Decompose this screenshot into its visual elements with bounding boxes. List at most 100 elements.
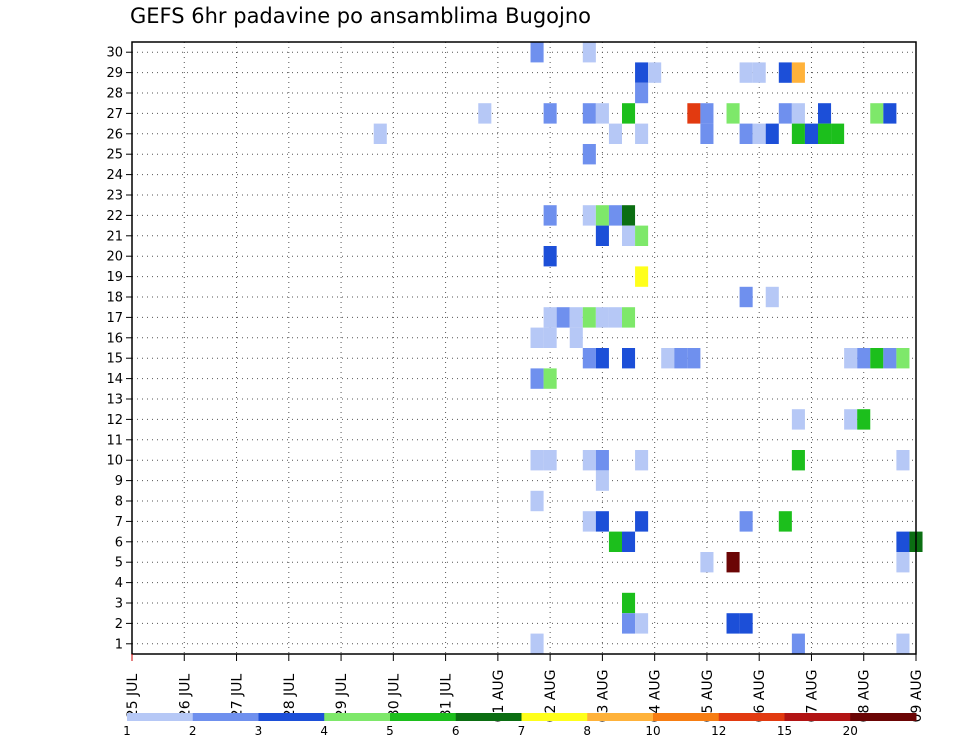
heatmap-cell	[569, 307, 583, 328]
heatmap-cell	[543, 450, 557, 471]
heatmap-cell	[543, 246, 557, 267]
heatmap-cells	[373, 42, 923, 654]
heatmap-cell	[595, 205, 609, 226]
heatmap-cell	[791, 450, 805, 471]
x-tick-label: 26 JUL	[177, 674, 193, 719]
heatmap-cell	[778, 62, 792, 83]
heatmap-cell	[896, 552, 910, 573]
y-tick-label: 13	[106, 393, 123, 408]
heatmap-cell	[896, 450, 910, 471]
x-tick-label: 03 AUG	[595, 670, 611, 723]
y-tick-label: 29	[106, 66, 123, 81]
heatmap-cell	[595, 307, 609, 328]
heatmap-cell	[687, 103, 701, 124]
y-tick-label: 25	[106, 148, 123, 163]
heatmap-cell	[635, 225, 649, 246]
heatmap-cell	[530, 450, 544, 471]
heatmap-cell	[791, 633, 805, 654]
colorbar-swatch	[521, 713, 588, 721]
x-tick-label: 02 AUG	[543, 670, 559, 723]
colorbar-swatch	[587, 713, 654, 721]
colorbar-swatch	[390, 713, 457, 721]
heatmap-cell	[883, 348, 897, 369]
y-tick-label: 9	[115, 474, 123, 489]
heatmap-cell	[582, 144, 596, 165]
heatmap-cell	[622, 307, 636, 328]
colorbar-swatch	[850, 713, 917, 721]
y-tick-label: 2	[115, 617, 123, 632]
heatmap-cell	[608, 531, 622, 552]
heatmap-cell	[778, 511, 792, 532]
heatmap-cell	[739, 286, 753, 308]
y-tick-label: 30	[106, 46, 123, 61]
heatmap-cell	[726, 103, 740, 124]
x-tick-label: 25 JUL	[125, 674, 141, 719]
heatmap-cell	[857, 348, 871, 369]
heatmap-cell	[752, 123, 766, 144]
y-tick-label: 3	[115, 597, 123, 612]
colorbar-tick-label: 10	[645, 724, 660, 738]
heatmap-cell	[791, 409, 805, 430]
heatmap-cell	[831, 123, 845, 144]
heatmap-cell	[608, 307, 622, 328]
x-axis: 25 JUL 26 JUL 27 JUL 28 JUL 29 JUL 30 JUL 31 J…	[125, 654, 925, 722]
heatmap-cell	[530, 327, 544, 348]
heatmap-cell	[765, 123, 779, 144]
heatmap-cell	[635, 82, 649, 104]
heatmap-cell	[595, 450, 609, 471]
heatmap-cell	[622, 592, 636, 614]
heatmap-cell	[608, 205, 622, 226]
heatmap-cell	[635, 266, 649, 287]
colorbar-swatch	[258, 713, 325, 721]
colorbar-tick-label: 6	[452, 724, 460, 738]
heatmap-cell	[700, 552, 714, 573]
x-tick-label: 28 JUL	[282, 674, 298, 719]
colorbar-tick-label: 2	[189, 724, 197, 738]
heatmap-cell	[543, 327, 557, 348]
x-tick-label: 08 AUG	[857, 670, 873, 723]
y-tick-label: 26	[106, 127, 123, 142]
heatmap-cell	[791, 103, 805, 124]
heatmap-cell	[622, 205, 636, 226]
x-tick-label: 04 AUG	[648, 670, 664, 723]
colorbar-tick-label: 5	[386, 724, 394, 738]
heatmap-cell	[569, 327, 583, 348]
heatmap-cell	[622, 348, 636, 369]
heatmap-cell	[896, 348, 910, 369]
heatmap-cell	[622, 613, 636, 634]
x-tick-label: 27 JUL	[230, 674, 246, 719]
heatmap-cell	[595, 511, 609, 532]
x-tick-label: 29 JUL	[334, 674, 350, 719]
y-tick-label: 18	[106, 291, 123, 306]
colorbar-tick-label: 1	[123, 724, 131, 738]
y-tick-label: 24	[106, 168, 123, 183]
heatmap-cell	[373, 123, 387, 144]
heatmap-cell	[661, 348, 675, 369]
x-tick-label: 31 JUL	[439, 674, 455, 719]
y-tick-label: 10	[106, 454, 123, 469]
heatmap-cell	[582, 307, 596, 328]
chart-title: GEFS 6hr padavine po ansamblima Bugojno	[130, 4, 591, 28]
heatmap-cell	[635, 62, 649, 83]
heatmap-cell	[896, 633, 910, 654]
heatmap-cell	[595, 348, 609, 369]
x-tick-label: 07 AUG	[804, 670, 820, 723]
y-tick-label: 1	[115, 637, 123, 652]
heatmap-cell	[595, 225, 609, 246]
colorbar-tick-label: 3	[255, 724, 263, 738]
colorbar-swatch	[324, 713, 391, 721]
y-tick-label: 19	[106, 270, 123, 285]
colorbar-tick-label: 8	[583, 724, 591, 738]
y-tick-label: 12	[106, 413, 123, 428]
y-tick-label: 4	[115, 576, 123, 591]
heatmap-cell	[530, 42, 544, 63]
heatmap-cell	[648, 62, 662, 83]
heatmap-cell	[700, 103, 714, 124]
heatmap-cell	[804, 123, 818, 144]
heatmap-cell	[556, 307, 570, 328]
y-tick-label: 14	[106, 372, 123, 387]
heatmap-cell	[791, 123, 805, 144]
colorbar-tick-label: 15	[777, 724, 792, 738]
heatmap-cell	[791, 62, 805, 83]
